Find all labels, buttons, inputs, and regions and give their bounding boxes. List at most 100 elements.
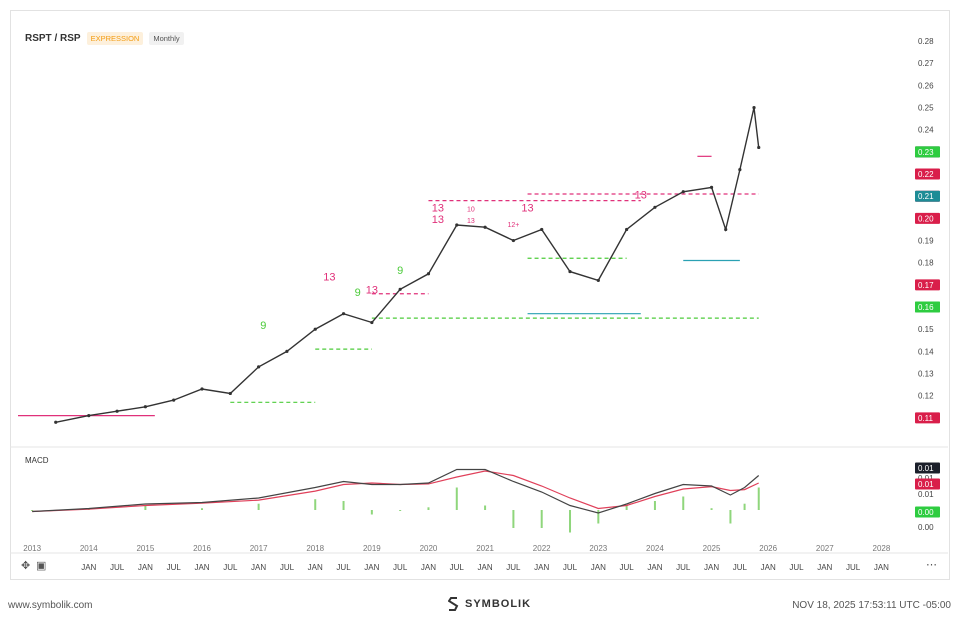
macd-hist-bar [370, 510, 373, 515]
price-line [55, 107, 760, 423]
x-month-label: JAN [138, 563, 153, 572]
demark-count-label: 13 [432, 203, 444, 215]
demark-count-label: 12+ [507, 222, 519, 229]
chart-frame [10, 10, 950, 580]
symbol-title[interactable]: RSPT / RSP [25, 33, 81, 44]
price-point [228, 391, 232, 396]
price-badge-bg [915, 412, 940, 424]
y-tick-label: 0.13 [918, 370, 934, 379]
x-year-label: 2020 [420, 544, 438, 553]
price-badge-bg [915, 212, 940, 224]
crosshair-move-icon[interactable]: ✥ [21, 560, 31, 572]
macd-badge-value: 0.01 [918, 464, 934, 473]
x-year-label: 2022 [533, 544, 551, 553]
more-options-icon[interactable]: ⋯ [926, 559, 937, 571]
macd-hist-bar [314, 499, 317, 510]
x-month-label: JAN [534, 563, 549, 572]
price-point [398, 287, 402, 291]
x-month-label: JUL [506, 563, 521, 572]
macd-hist-bar [757, 487, 760, 510]
demark-count-label: 13 [366, 285, 378, 297]
y-tick-label: 0.15 [918, 325, 934, 334]
macd-tick-label: 0.00 [918, 523, 934, 532]
macd-hist-bar [597, 510, 600, 524]
price-point [653, 205, 657, 209]
price-point [757, 145, 761, 150]
footer-timestamp: NOV 18, 2025 17:53:11 UTC -05:00 [792, 600, 951, 611]
price-point [87, 414, 91, 418]
price-point [341, 312, 346, 316]
x-year-label: 2015 [136, 544, 154, 553]
x-month-label: JAN [647, 563, 662, 572]
x-year-label: 2027 [816, 544, 834, 553]
demark-count-label: 9 [397, 265, 403, 277]
macd-hist-bar [653, 501, 656, 510]
macd-hist-bar [427, 507, 430, 510]
x-month-label: JUL [620, 563, 635, 572]
macd-badge-value: 0.01 [918, 480, 934, 489]
x-month-label: JUL [110, 563, 125, 572]
macd-label: MACD [25, 456, 49, 465]
y-tick-label: 0.26 [918, 81, 934, 90]
x-year-label: 2014 [80, 544, 98, 553]
x-month-label: JAN [194, 563, 209, 572]
price-badge-value: 0.21 [918, 192, 934, 201]
price-point [200, 387, 204, 391]
price-point [596, 278, 600, 283]
x-month-label: JUL [393, 563, 408, 572]
price-badge-bg [915, 168, 940, 180]
x-month-label: JUL [223, 563, 238, 572]
demark-count-label: 13 [521, 203, 533, 215]
macd-hist-bar [342, 501, 345, 510]
x-month-label: JAN [251, 563, 266, 572]
demark-count-label: 13 [323, 271, 335, 283]
price-point [313, 327, 317, 331]
demark-count-label: 13 [467, 218, 475, 225]
price-badge-value: 0.17 [918, 281, 934, 290]
price-point [752, 105, 756, 110]
macd-hist-bar [729, 510, 732, 524]
price-point [54, 420, 58, 424]
macd-hist-bar [710, 508, 713, 510]
y-tick-label: 0.12 [918, 392, 934, 401]
x-year-label: 2023 [589, 544, 607, 553]
macd-hist-bar [484, 505, 487, 510]
x-year-label: 2017 [250, 544, 268, 553]
x-month-label: JAN [364, 563, 379, 572]
macd-badge-bg [915, 478, 940, 490]
macd-hist-bar [625, 505, 628, 510]
price-badge-value: 0.20 [918, 214, 934, 223]
x-month-label: JUL [336, 563, 351, 572]
macd-hist-bar [540, 510, 543, 528]
interval-badge[interactable]: Monthly [149, 32, 184, 45]
x-month-label: JAN [591, 563, 606, 572]
x-month-label: JUL [846, 563, 861, 572]
price-badge-value: 0.22 [918, 170, 934, 179]
footer-site[interactable]: www.symbolik.com [8, 600, 93, 611]
x-month-label: JUL [789, 563, 804, 572]
macd-hist-bar [512, 510, 515, 528]
x-year-label: 2018 [306, 544, 324, 553]
brand-name: SYMBOLIK [465, 598, 532, 610]
x-year-label: 2025 [703, 544, 721, 553]
price-point [724, 227, 728, 232]
demark-count-label: 9 [355, 287, 361, 299]
macd-hist-bar [455, 487, 458, 510]
macd-hist-bar [257, 503, 260, 510]
y-tick-label: 0.19 [918, 237, 934, 246]
x-month-label: JAN [874, 563, 889, 572]
symbolik-logo-icon [448, 597, 459, 611]
chart-header: RSPT / RSP EXPRESSION Monthly [25, 32, 184, 45]
price-badge-value: 0.16 [918, 303, 934, 312]
x-month-label: JAN [704, 563, 719, 572]
demark-count-label: 10 [467, 207, 475, 214]
x-year-label: 2013 [23, 544, 41, 553]
price-badge-bg [915, 190, 940, 202]
macd-hist-bar [31, 510, 34, 511]
macd-hist-bar [743, 503, 746, 510]
price-point [738, 168, 742, 172]
x-month-label: JAN [421, 563, 436, 572]
calendar-icon[interactable]: ▣ [36, 560, 47, 572]
y-tick-label: 0.25 [918, 104, 934, 113]
